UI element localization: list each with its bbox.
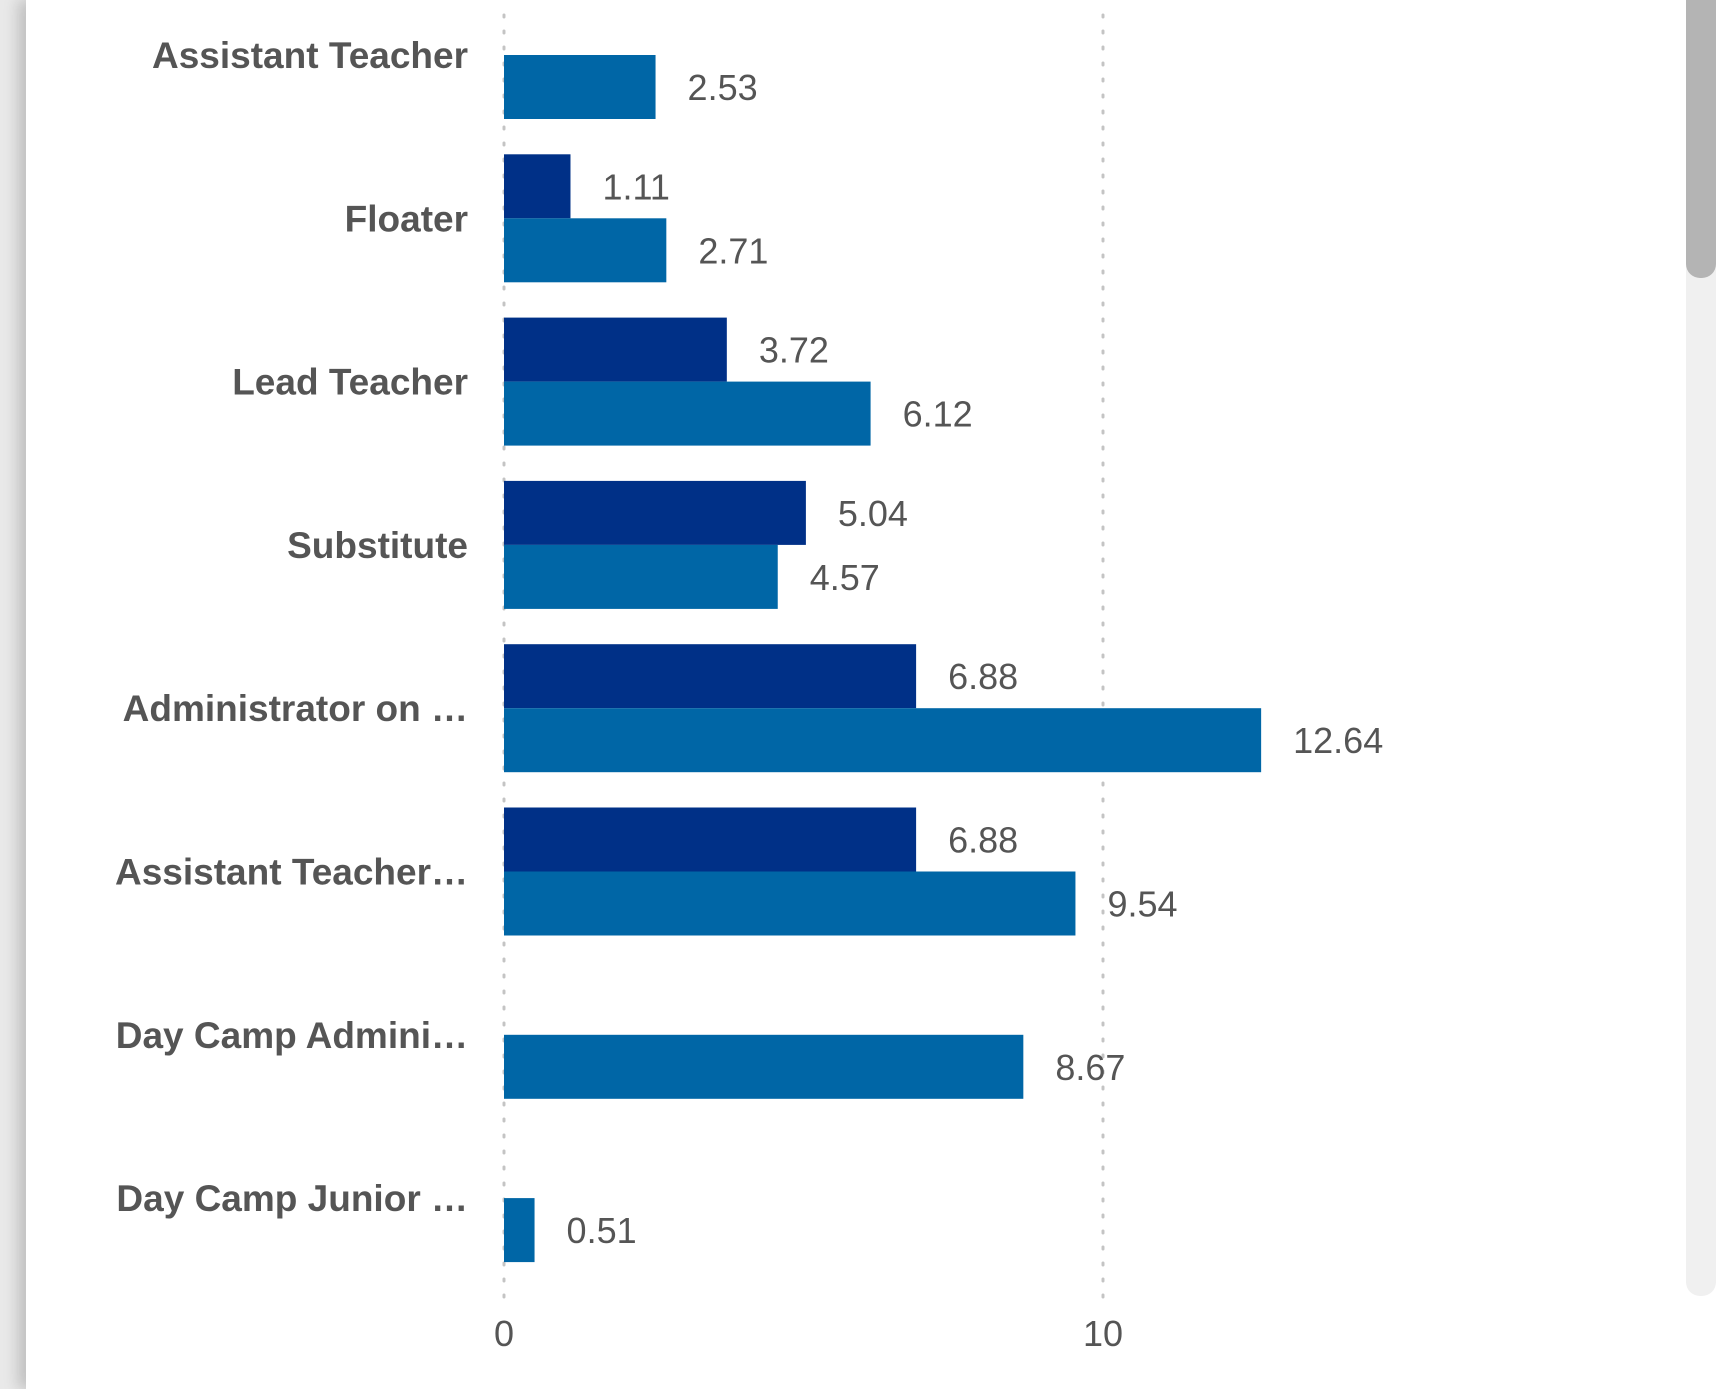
chart-panel: 0 10 Assistant Teacher 2.53 Floater 1.11 2.71 L… — [26, 0, 1717, 1389]
bar-series-1 — [504, 644, 917, 709]
bar-series-1 — [504, 480, 806, 545]
data-label: 0.51 — [567, 1210, 637, 1251]
category-label: Lead Teacher — [232, 362, 468, 403]
bar-series-2 — [504, 218, 667, 283]
category-label: Day Camp Junior … — [116, 1178, 468, 1219]
data-label: 9.54 — [1107, 884, 1177, 925]
data-label: 6.88 — [948, 656, 1018, 697]
bar-series-2 — [504, 544, 778, 609]
scrollbar-thumb[interactable] — [1686, 0, 1716, 278]
bar-series-1 — [504, 317, 727, 382]
bar-series-1 — [504, 154, 571, 219]
bar-series-2 — [504, 871, 1076, 936]
bar-series-1 — [504, 807, 917, 872]
data-label: 6.88 — [948, 820, 1018, 861]
data-label: 2.53 — [688, 67, 758, 108]
bar-series-2 — [504, 1034, 1024, 1099]
category-label: Substitute — [287, 525, 468, 566]
bar-series-2 — [504, 381, 871, 446]
data-label: 8.67 — [1055, 1047, 1125, 1088]
bar-series-2 — [504, 55, 656, 119]
bar-series-2 — [504, 708, 1262, 773]
category-label: Assistant Teacher — [152, 35, 468, 76]
bar-series-2 — [504, 1198, 535, 1263]
data-label: 5.04 — [838, 493, 908, 534]
category-label: Day Camp Admini… — [116, 1015, 468, 1056]
category-label: Assistant Teacher… — [115, 852, 468, 893]
x-tick-label: 0 — [494, 1313, 514, 1354]
data-label: 6.12 — [903, 394, 973, 435]
data-label: 12.64 — [1293, 720, 1383, 761]
category-label: Administrator on … — [123, 688, 468, 729]
bar-chart: 0 10 Assistant Teacher 2.53 Floater 1.11 2.71 L… — [115, 13, 1383, 1354]
data-label: 1.11 — [602, 166, 669, 207]
data-label: 3.72 — [759, 330, 829, 371]
x-tick-label: 10 — [1083, 1313, 1123, 1354]
category-label: Floater — [345, 198, 468, 239]
data-label: 2.71 — [698, 230, 768, 271]
data-label: 4.57 — [810, 557, 880, 598]
